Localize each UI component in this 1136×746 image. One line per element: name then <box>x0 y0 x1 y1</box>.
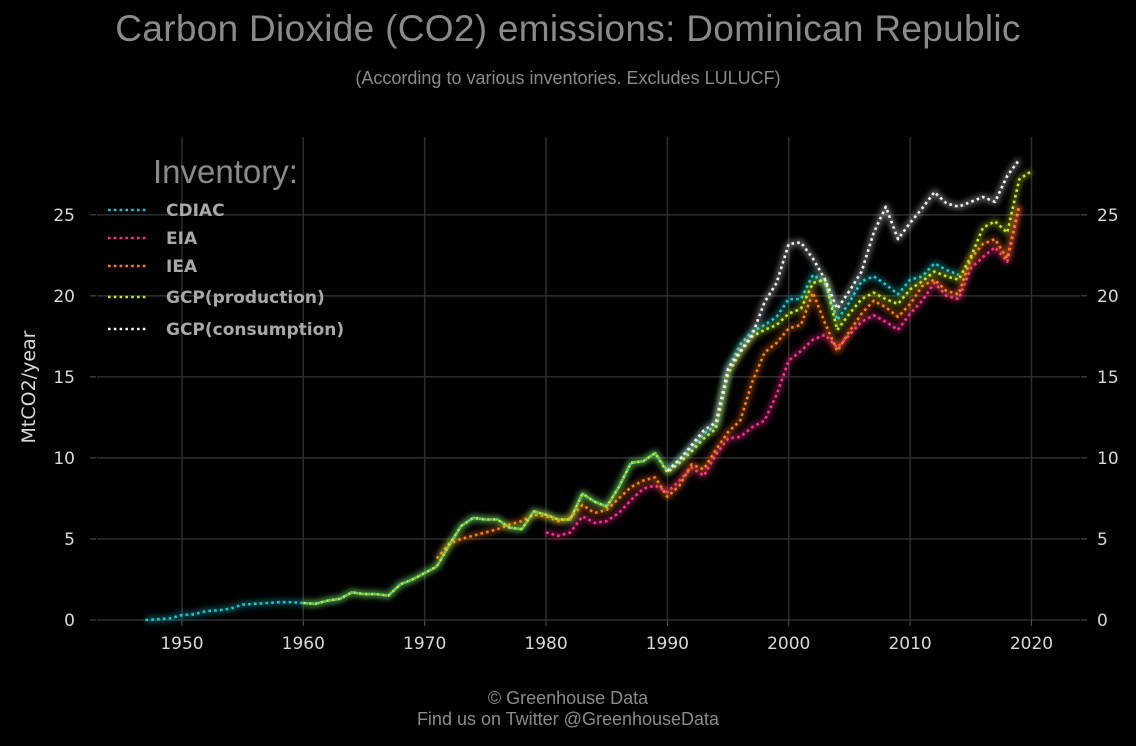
footer-copyright: © Greenhouse Data <box>487 688 649 708</box>
series-gcp-production- <box>303 168 1034 607</box>
y-tick-label: 10 <box>53 449 75 469</box>
legend-label: EIA <box>166 229 198 249</box>
y-tick-label: 15 <box>53 368 75 388</box>
x-tick-label: 2010 <box>888 634 931 654</box>
x-tick-label: 1970 <box>403 634 446 654</box>
legend: Inventory: CDIAC EIA IEA GCP(production) GCP(… <box>108 153 344 340</box>
y-tick-label-right: 20 <box>1097 287 1119 307</box>
series-line <box>435 204 1021 560</box>
series-gcp-consumption- <box>665 157 1022 474</box>
legend-label: GCP(production) <box>166 288 325 308</box>
y-axis-label: MtCO2/year <box>18 330 40 443</box>
legend-label: GCP(consumption) <box>166 320 344 340</box>
y-tick-label-right: 5 <box>1097 530 1108 550</box>
x-tick-label: 1980 <box>524 634 567 654</box>
y-tick-label-right: 0 <box>1097 611 1108 631</box>
series-line <box>545 206 1021 538</box>
y-tick-label-right: 10 <box>1097 449 1119 469</box>
series-lines <box>145 157 1034 623</box>
y-tick-label: 20 <box>53 287 75 307</box>
x-tick-label: 1990 <box>646 634 689 654</box>
y-tick-label: 0 <box>64 611 75 631</box>
y-tick-label: 25 <box>53 206 75 226</box>
legend-label: IEA <box>166 257 198 277</box>
chart-subtitle: (According to various inventories. Exclu… <box>355 68 781 88</box>
x-tick-label: 1960 <box>282 634 325 654</box>
legend-label: CDIAC <box>166 201 225 221</box>
y-tick-label-right: 15 <box>1097 368 1119 388</box>
y-tick-label: 5 <box>64 530 75 550</box>
footer: © Greenhouse Data Find us on Twitter @Gr… <box>0 688 1136 730</box>
grid <box>97 137 1080 621</box>
x-tick-label: 2000 <box>767 634 810 654</box>
footer-twitter: Find us on Twitter @GreenhouseData <box>416 709 720 729</box>
series-line <box>666 158 1021 472</box>
chart-title: Carbon Dioxide (CO2) emissions: Dominica… <box>115 8 1021 49</box>
x-tick-label: 1950 <box>160 634 203 654</box>
x-tick-label: 2020 <box>1010 634 1053 654</box>
series-line <box>303 170 1033 606</box>
y-tick-label-right: 25 <box>1097 206 1119 226</box>
legend-title: Inventory: <box>153 153 298 190</box>
